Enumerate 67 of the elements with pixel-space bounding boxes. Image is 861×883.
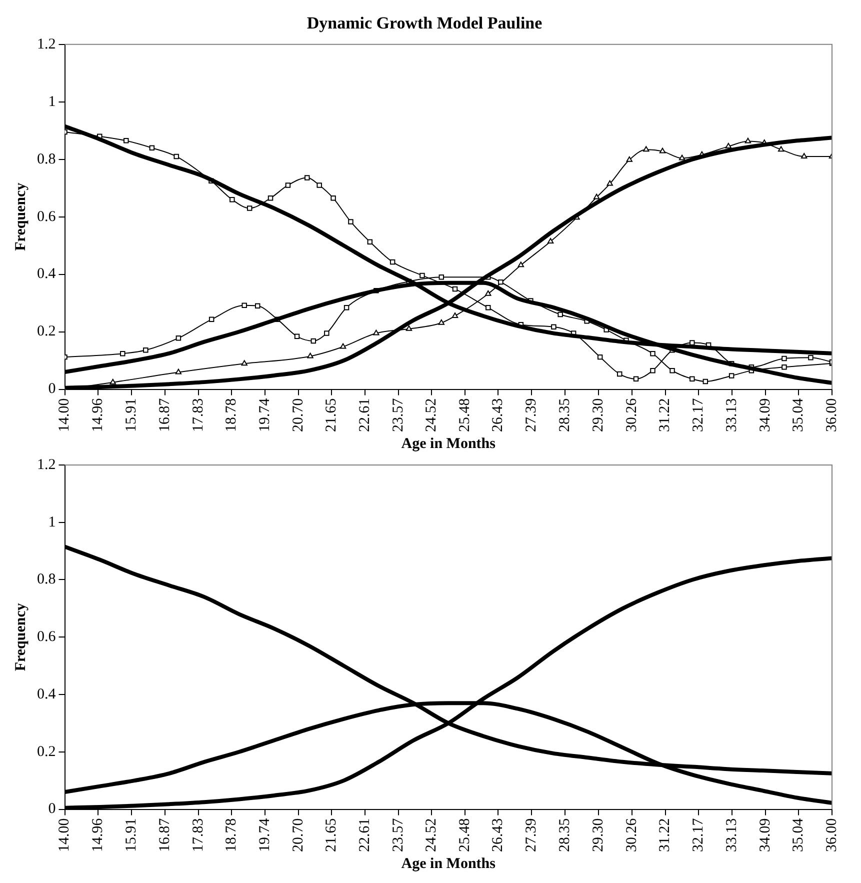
x-tick-label: 25.48 (457, 398, 474, 432)
x-tick-label: 33.13 (724, 398, 740, 432)
y-tick-label: 1.2 (37, 456, 56, 473)
x-tick-label: 27.39 (524, 398, 540, 432)
x-tick-label: 19.74 (256, 818, 273, 852)
x-tick-label: 28.35 (557, 398, 574, 432)
y-tick-label: 1.2 (37, 36, 56, 52)
x-tick-label: 36.00 (824, 398, 840, 432)
x-tick-label: 15.91 (123, 818, 140, 852)
x-tick-label: 32.17 (690, 818, 706, 852)
x-tick-label: 29.30 (590, 818, 606, 852)
x-tick-label: 25.48 (457, 818, 474, 852)
x-axis-title: Age in Months (401, 856, 496, 872)
chart-title: Dynamic Growth Model Pauline (306, 14, 543, 33)
x-tick-label: 21.65 (323, 818, 340, 852)
x-tick-label: 21.65 (323, 398, 340, 432)
x-tick-label: 17.83 (190, 818, 206, 852)
x-tick-label: 35.04 (790, 398, 806, 432)
x-tick-label: 31.22 (657, 818, 674, 852)
x-tick-label: 19.74 (256, 398, 273, 432)
y-tick-label: 0.4 (37, 266, 56, 282)
y-tick-label: 0.4 (37, 686, 56, 702)
x-tick-label: 14.96 (90, 398, 106, 432)
x-tick-label: 31.22 (657, 398, 674, 432)
x-tick-label: 36.00 (824, 818, 840, 852)
y-tick-label: 0.2 (37, 744, 56, 760)
x-tick-label: 30.26 (624, 398, 640, 432)
x-tick-label: 14.96 (90, 818, 106, 852)
x-tick-label: 34.09 (757, 398, 774, 432)
x-tick-label: 28.35 (557, 818, 574, 852)
y-tick-label: 0 (48, 381, 56, 398)
y-tick-label: 0.2 (37, 324, 56, 340)
x-tick-label: 27.39 (524, 818, 540, 852)
y-tick-label: 0.8 (37, 151, 56, 168)
x-tick-label: 22.61 (356, 818, 373, 852)
x-tick-label: 18.78 (223, 818, 240, 852)
x-tick-label: 24.52 (424, 818, 440, 852)
x-tick-label: 32.17 (690, 398, 706, 432)
x-tick-label: 23.57 (390, 398, 406, 432)
x-tick-label: 16.87 (156, 818, 173, 852)
x-tick-label: 14.00 (56, 818, 73, 852)
y-axis-title: Frequency (12, 602, 29, 672)
x-tick-label: 34.09 (757, 818, 774, 852)
y-tick-label: 1 (48, 94, 56, 110)
x-tick-label: 29.30 (590, 398, 606, 432)
y-tick-label: 0.6 (37, 629, 56, 646)
x-tick-label: 18.78 (223, 398, 240, 432)
x-tick-label: 17.83 (190, 398, 206, 432)
x-tick-label: 20.70 (290, 398, 306, 432)
x-tick-label: 16.87 (156, 398, 173, 432)
x-tick-label: 30.26 (624, 818, 640, 852)
x-axis-title: Age in Months (401, 436, 496, 452)
y-tick-label: 0 (48, 801, 56, 818)
x-tick-label: 24.52 (424, 398, 440, 432)
x-tick-label: 23.57 (390, 818, 406, 852)
x-tick-label: 26.43 (490, 398, 506, 432)
x-tick-label: 14.00 (56, 398, 73, 432)
x-tick-label: 26.43 (490, 818, 506, 852)
y-tick-label: 0.6 (37, 208, 56, 225)
x-tick-label: 35.04 (790, 818, 806, 852)
x-tick-label: 22.61 (356, 398, 373, 432)
y-axis-title: Frequency (12, 182, 29, 251)
y-tick-label: 0.8 (37, 572, 56, 588)
x-tick-label: 33.13 (724, 818, 740, 852)
x-tick-label: 20.70 (290, 818, 306, 852)
y-tick-label: 1 (48, 514, 56, 530)
x-tick-label: 15.91 (123, 398, 140, 432)
